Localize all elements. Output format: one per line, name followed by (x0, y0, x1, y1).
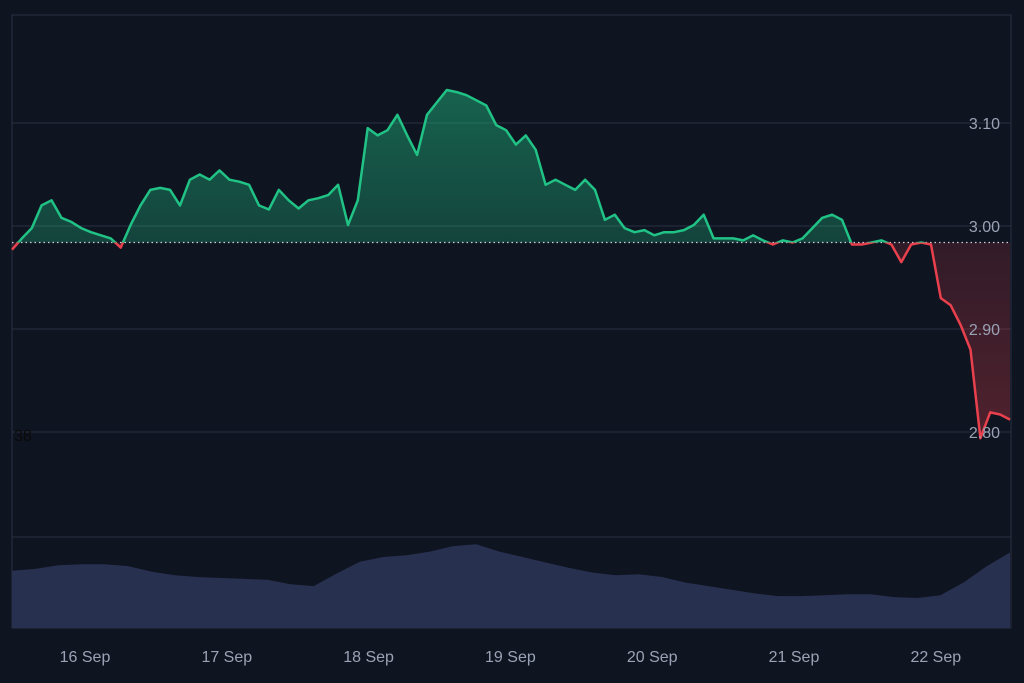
y-axis-labels: 3.10 3.00 2.90 2.80 (969, 116, 1000, 442)
price-line (11, 88, 1011, 440)
x-tick-label: 18 Sep (343, 649, 394, 666)
x-tick-label: 16 Sep (60, 649, 111, 666)
x-tick-label: 17 Sep (201, 649, 252, 666)
y-tick-label: 2.80 (969, 425, 1000, 442)
y-tick-label: 3.10 (969, 116, 1000, 133)
left-label: 38 (14, 428, 32, 445)
up-area (18, 90, 887, 243)
x-axis-labels: 16 Sep 17 Sep 18 Sep 19 Sep 20 Sep 21 Sep 22 S… (60, 649, 962, 666)
y-tick-label: 2.90 (969, 322, 1000, 339)
volume-pane (12, 544, 1010, 628)
up-line (16, 88, 928, 243)
chart-frame (11, 14, 1012, 629)
x-tick-label: 21 Sep (769, 649, 820, 666)
x-tick-label: 20 Sep (627, 649, 678, 666)
price-area (12, 90, 1010, 439)
x-tick-label: 19 Sep (485, 649, 536, 666)
volume-area (12, 544, 1010, 628)
y-tick-label: 3.00 (969, 219, 1000, 236)
x-tick-label: 22 Sep (910, 649, 961, 666)
